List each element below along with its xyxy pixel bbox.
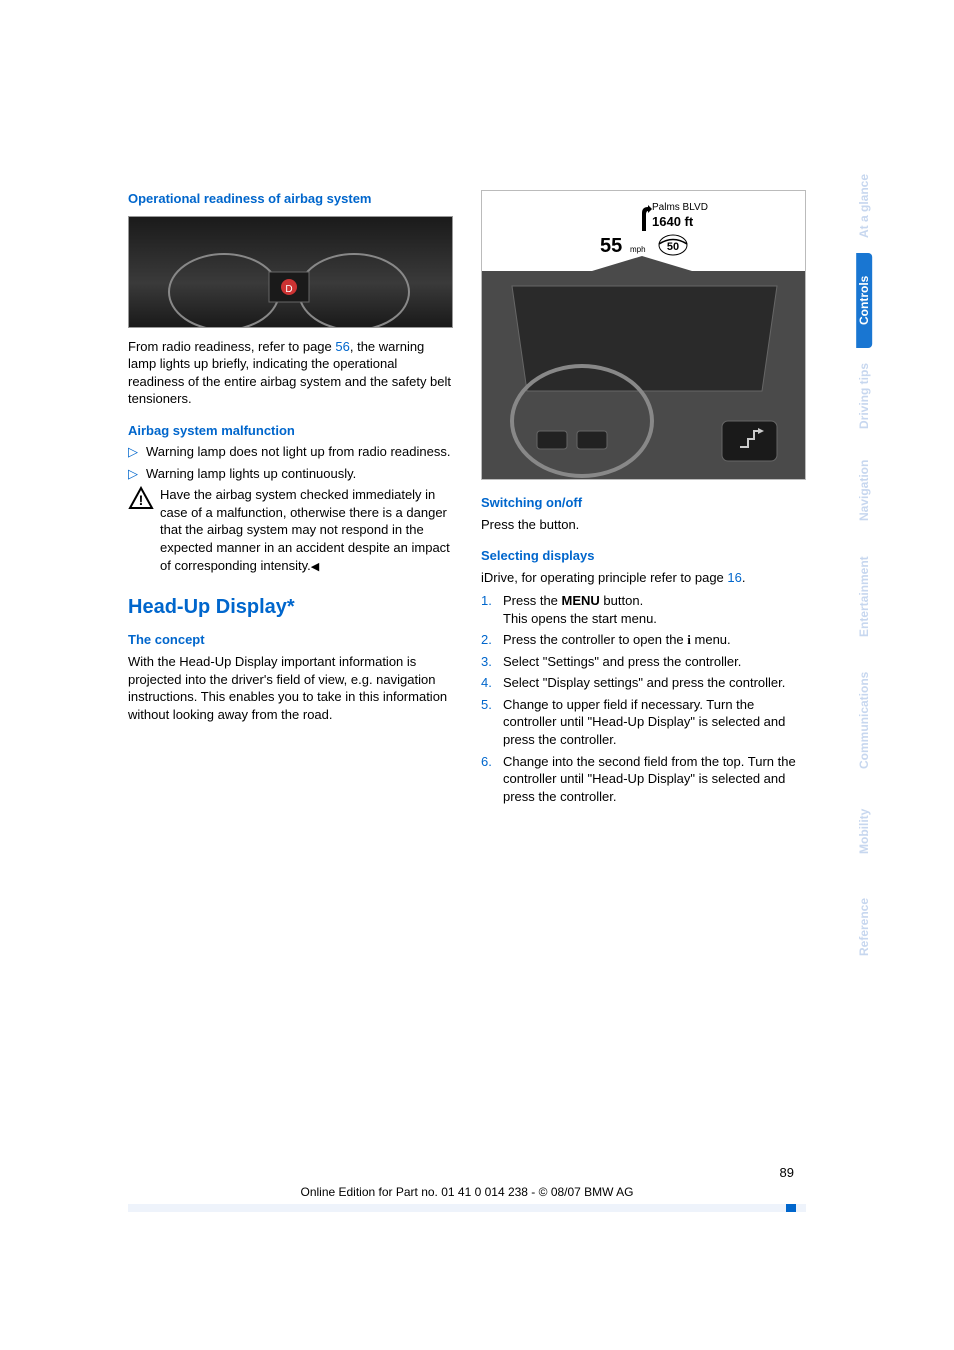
tab-reference[interactable]: Reference [856, 879, 872, 974]
triangle-bullet-icon: ▷ [128, 443, 146, 461]
heading-selecting-displays: Selecting displays [481, 547, 806, 565]
step-6: 6. Change into the second field from the… [481, 753, 806, 806]
step-3-text: Select "Settings" and press the controll… [503, 653, 806, 671]
left-column: Operational readiness of airbag system D… [128, 190, 453, 809]
heading-head-up-display: Head-Up Display* [128, 594, 453, 621]
tab-mobility[interactable]: Mobility [856, 784, 872, 879]
selecting-intro: iDrive, for operating principle refer to… [481, 569, 806, 587]
malfunction-bullet-2: ▷ Warning lamp lights up continuously. [128, 465, 453, 483]
right-column: Palms BLVD 1640 ft 55 mph 50 [481, 190, 806, 809]
step-number: 2. [481, 631, 503, 649]
hud-interior-illustration [482, 191, 806, 480]
svg-text:!: ! [139, 492, 144, 508]
malfunction-text-1: Warning lamp does not light up from radi… [146, 443, 453, 461]
step-3: 3. Select "Settings" and press the contr… [481, 653, 806, 671]
step-2: 2. Press the controller to open the i me… [481, 631, 806, 649]
tab-at-a-glance[interactable]: At a glance [856, 158, 872, 253]
tab-driving-tips[interactable]: Driving tips [856, 348, 872, 443]
footer-line: Online Edition for Part no. 01 41 0 014 … [128, 1184, 806, 1200]
step-number: 1. [481, 592, 503, 627]
page-link-16[interactable]: 16 [727, 570, 741, 585]
heading-airbag-malfunction: Airbag system malfunction [128, 422, 453, 440]
step-number: 4. [481, 674, 503, 692]
triangle-bullet-icon: ▷ [128, 465, 146, 483]
dash-cluster-illustration: D [129, 217, 453, 328]
end-marker-icon: ◀ [311, 560, 319, 575]
warning-block: ! Have the airbag system checked immedia… [128, 486, 453, 574]
svg-text:D: D [285, 284, 292, 295]
step-4-text: Select "Display settings" and press the … [503, 674, 806, 692]
hud-image: Palms BLVD 1640 ft 55 mph 50 [481, 190, 806, 480]
step-number: 3. [481, 653, 503, 671]
heading-switching: Switching on/off [481, 494, 806, 512]
step-2-text-a: Press the controller to open the [503, 632, 687, 647]
readiness-body: From radio readiness, refer to page 56, … [128, 338, 453, 408]
step-1-text-b: button. [600, 593, 643, 608]
footer-bar [128, 1204, 806, 1212]
switching-body: Press the button. [481, 516, 806, 534]
step-4: 4. Select "Display settings" and press t… [481, 674, 806, 692]
step-1: 1. Press the MENU button. This opens the… [481, 592, 806, 627]
step-number: 6. [481, 753, 503, 806]
step-5-text: Change to upper field if necessary. Turn… [503, 696, 806, 749]
step-number: 5. [481, 696, 503, 749]
tab-controls[interactable]: Controls [856, 253, 872, 348]
step-6-text: Change into the second field from the to… [503, 753, 806, 806]
warning-text: Have the airbag system checked immediate… [160, 486, 453, 574]
warning-icon: ! [128, 486, 156, 510]
page-link-56[interactable]: 56 [335, 339, 349, 354]
step-5: 5. Change to upper field if necessary. T… [481, 696, 806, 749]
readiness-text-a: From radio readiness, refer to page [128, 339, 335, 354]
tab-communications[interactable]: Communications [856, 656, 872, 784]
menu-button-label: MENU [562, 593, 600, 608]
malfunction-text-2: Warning lamp lights up continuously. [146, 465, 453, 483]
step-1-text-a: Press the [503, 593, 562, 608]
malfunction-bullet-1: ▷ Warning lamp does not light up from ra… [128, 443, 453, 461]
heading-operational-readiness: Operational readiness of airbag system [128, 190, 453, 208]
page-number: 89 [128, 1164, 806, 1182]
tab-entertainment[interactable]: Entertainment [856, 538, 872, 656]
step-1-sub: This opens the start menu. [503, 610, 806, 628]
heading-the-concept: The concept [128, 631, 453, 649]
dash-cluster-image: D [128, 216, 453, 328]
tab-navigation[interactable]: Navigation [856, 443, 872, 538]
step-2-text-b: menu. [691, 632, 731, 647]
page-footer: 89 Online Edition for Part no. 01 41 0 0… [128, 1164, 806, 1212]
concept-body: With the Head-Up Display important infor… [128, 653, 453, 723]
section-tabs: At a glance Controls Driving tips Naviga… [856, 158, 934, 974]
